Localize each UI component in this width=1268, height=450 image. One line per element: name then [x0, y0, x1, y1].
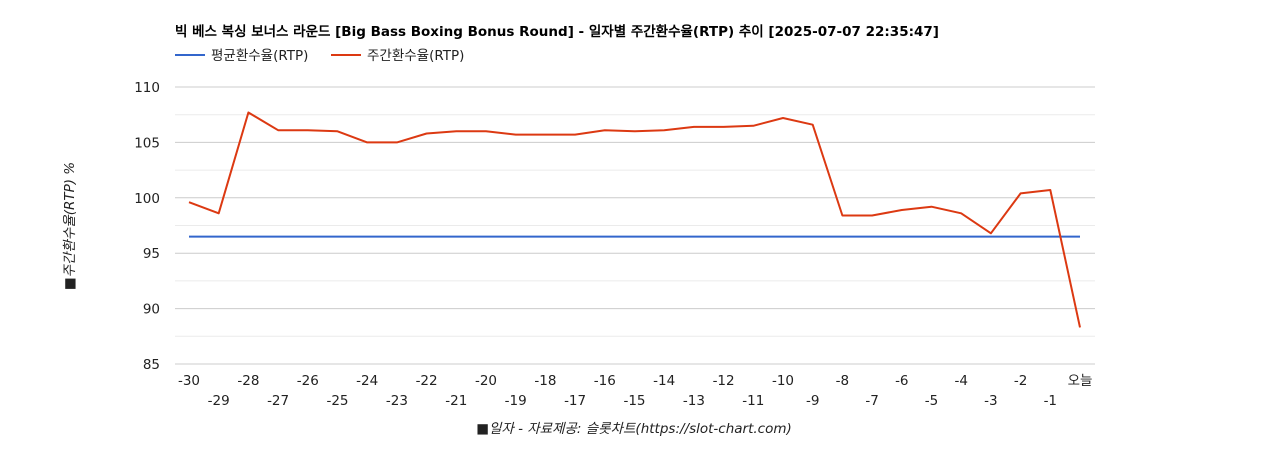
x-tick-label: -5 [925, 393, 938, 409]
series-layer [188, 111, 1081, 328]
x-tick-label: -10 [772, 373, 794, 389]
x-tick-label: -12 [713, 373, 735, 389]
y-tick-label: 105 [134, 135, 160, 151]
y-tick-label: 90 [143, 302, 160, 318]
x-tick-label: -4 [954, 373, 967, 389]
x-tick-label: -18 [534, 373, 556, 389]
x-tick-label: -27 [267, 393, 289, 409]
x-tick-label: -28 [237, 373, 259, 389]
x-tick-label: -2 [1014, 373, 1027, 389]
x-tick-label: -20 [475, 373, 497, 389]
y-tick-label: 95 [143, 246, 160, 262]
legend: 평균환수율(RTP) 주간환수율(RTP) [175, 48, 464, 64]
y-tick-label: 85 [143, 357, 160, 373]
x-tick-label: -19 [505, 393, 527, 409]
x-tick-label: -6 [895, 373, 908, 389]
x-tick-label: -25 [326, 393, 348, 409]
x-tick-label: -23 [386, 393, 408, 409]
x-tick-label: -16 [594, 373, 616, 389]
x-tick-label: -14 [653, 373, 675, 389]
x-tick-label: -15 [623, 393, 645, 409]
minor-gridlines [175, 114, 1095, 337]
x-tick-label: -13 [683, 393, 705, 409]
x-tick-label: -17 [564, 393, 586, 409]
legend-entry: 평균환수율(RTP) [211, 48, 308, 64]
x-tick-label: -11 [742, 393, 764, 409]
x-tick-label: -24 [356, 373, 378, 389]
legend-entry: 주간환수율(RTP) [367, 48, 464, 64]
x-axis-label: ■일자 - 자료제공: 슬롯차트(https://slot-chart.com) [476, 421, 792, 437]
x-tick-label: -29 [208, 393, 230, 409]
x-tick-label: -7 [865, 393, 878, 409]
x-tick-label: -26 [297, 373, 319, 389]
y-axis-ticks: 85 90 95 100 105 110 [134, 80, 160, 373]
x-tick-label: -3 [984, 393, 997, 409]
y-axis-label: ■주간환수율(RTP) % [62, 162, 78, 290]
y-tick-label: 110 [134, 80, 160, 96]
chart-title: 빅 베스 복싱 보너스 라운드 [Big Bass Boxing Bonus R… [175, 23, 939, 40]
major-gridlines [175, 86, 1095, 365]
x-tick-label: -21 [445, 393, 467, 409]
y-tick-label: 100 [134, 191, 160, 207]
x-tick-label: -22 [416, 373, 438, 389]
x-tick-label: -8 [836, 373, 849, 389]
x-tick-label: 오늘 [1068, 373, 1093, 389]
series-line [188, 111, 1081, 328]
x-tick-label: -30 [178, 373, 200, 389]
x-tick-label: -1 [1044, 393, 1057, 409]
x-axis-ticks: -30-29-28-27-26-25-24-23-22-21-20-19-18-… [178, 373, 1092, 409]
x-tick-label: -9 [806, 393, 819, 409]
